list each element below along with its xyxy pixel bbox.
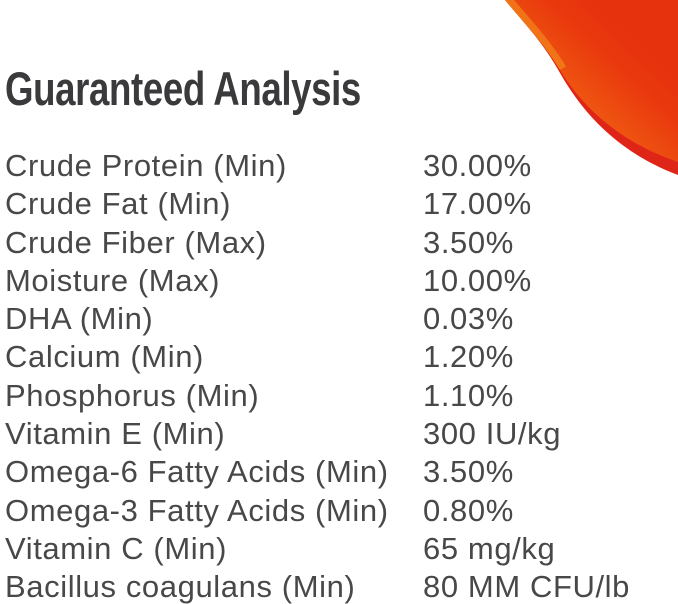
swoosh-edge-highlight — [505, 0, 566, 74]
nutrient-label: Crude Fat (Min) — [5, 186, 232, 222]
nutrient-label: Vitamin E (Min) — [5, 416, 226, 452]
nutrient-value: 0.80% — [423, 492, 514, 528]
analysis-row: Omega-3 Fatty Acids (Min) 0.80% — [5, 493, 678, 531]
analysis-row: Bacillus coagulans (Min) 80 MM CFU/lb — [5, 569, 678, 604]
analysis-row: DHA (Min) 0.03% — [5, 301, 678, 339]
nutrient-value: 1.20% — [423, 339, 514, 375]
nutrient-label: Moisture (Max) — [5, 262, 221, 298]
nutrient-label: Omega-6 Fatty Acids (Min) — [5, 454, 389, 490]
nutrient-value: 65 mg/kg — [423, 530, 556, 566]
nutrient-value: 17.00% — [423, 186, 532, 222]
analysis-row: Crude Protein (Min) 30.00% — [5, 148, 678, 186]
nutrient-label: Phosphorus (Min) — [5, 377, 260, 413]
swoosh-orange-body — [505, 0, 678, 162]
page-title: Guaranteed Analysis — [5, 62, 361, 115]
nutrient-label: Omega-3 Fatty Acids (Min) — [5, 492, 389, 528]
analysis-row: Phosphorus (Min) 1.10% — [5, 378, 678, 416]
nutrient-value: 1.10% — [423, 377, 514, 413]
nutrient-label: DHA (Min) — [5, 301, 154, 337]
analysis-row: Vitamin C (Min) 65 mg/kg — [5, 531, 678, 569]
analysis-list: Crude Protein (Min) 30.00% Crude Fat (Mi… — [5, 148, 678, 604]
nutrient-value: 300 IU/kg — [423, 416, 562, 452]
nutrient-value: 80 MM CFU/lb — [423, 569, 631, 604]
nutrient-value: 3.50% — [423, 454, 514, 490]
analysis-row: Calcium (Min) 1.20% — [5, 339, 678, 377]
nutrient-value: 30.00% — [423, 148, 532, 183]
analysis-row: Vitamin E (Min) 300 IU/kg — [5, 416, 678, 454]
nutrient-label: Bacillus coagulans (Min) — [5, 569, 356, 604]
nutrient-value: 3.50% — [423, 224, 514, 260]
analysis-row: Omega-6 Fatty Acids (Min) 3.50% — [5, 454, 678, 492]
nutrient-label: Crude Protein (Min) — [5, 148, 287, 183]
analysis-row: Crude Fat (Min) 17.00% — [5, 186, 678, 224]
nutrient-value: 10.00% — [423, 262, 532, 298]
nutrient-label: Calcium (Min) — [5, 339, 204, 375]
nutrient-label: Vitamin C (Min) — [5, 530, 228, 566]
nutrient-label: Crude Fiber (Max) — [5, 224, 267, 260]
analysis-row: Crude Fiber (Max) 3.50% — [5, 225, 678, 263]
nutrient-value: 0.03% — [423, 301, 514, 337]
analysis-row: Moisture (Max) 10.00% — [5, 263, 678, 301]
